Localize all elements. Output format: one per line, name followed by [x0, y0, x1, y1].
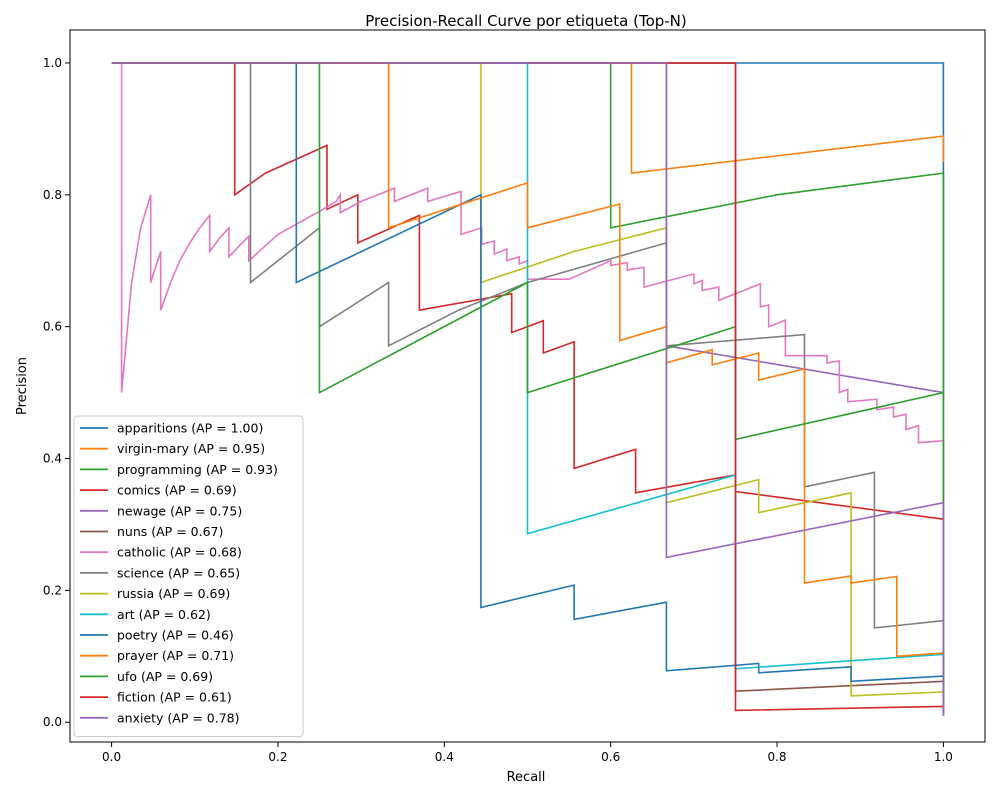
x-tick-label-5: 1.0 [934, 750, 953, 764]
legend: apparitions (AP = 1.00) virgin-mary (AP =… [73, 415, 304, 737]
legend-label-5: nuns (AP = 0.67) [117, 524, 223, 539]
x-tick-label-3: 0.6 [601, 750, 620, 764]
series-line-14 [111, 62, 945, 716]
x-axis-ticks: 0.0 0.2 0.4 0.6 0.8 1.0 [102, 742, 953, 764]
y-tick-label-0: 0.0 [43, 715, 62, 729]
legend-label-7: science (AP = 0.65) [117, 565, 240, 580]
series-line-11 [111, 62, 945, 709]
legend-label-9: art (AP = 0.62) [117, 607, 211, 622]
legend-label-1: virgin-mary (AP = 0.95) [117, 441, 265, 456]
legend-label-2: programming (AP = 0.93) [117, 462, 278, 477]
legend-label-6: catholic (AP = 0.68) [117, 545, 242, 560]
y-axis-ticks: 0.0 0.2 0.4 0.6 0.8 1.0 [43, 56, 70, 729]
y-tick-label-1: 0.2 [43, 583, 62, 597]
x-tick-label-1: 0.2 [268, 750, 287, 764]
legend-label-10: poetry (AP = 0.46) [117, 628, 234, 643]
legend-label-0: apparitions (AP = 1.00) [117, 421, 263, 436]
series-line-12 [111, 62, 945, 690]
series-line-6 [111, 62, 945, 716]
legend-label-4: newage (AP = 0.75) [117, 503, 242, 518]
y-tick-label-2: 0.4 [43, 452, 62, 466]
legend-label-8: russia (AP = 0.69) [117, 586, 230, 601]
x-axis-label: Recall [507, 770, 546, 785]
series-line-10 [111, 62, 945, 709]
legend-label-11: prayer (AP = 0.71) [117, 648, 234, 663]
chart-title: Precision-Recall Curve por etiqueta (Top… [365, 12, 687, 30]
series-line-3 [111, 62, 944, 520]
x-tick-label-0: 0.0 [102, 750, 121, 764]
legend-label-12: ufo (AP = 0.69) [117, 669, 213, 684]
x-tick-label-2: 0.4 [435, 750, 454, 764]
series-layer [111, 62, 945, 716]
legend-label-13: fiction (AP = 0.61) [117, 690, 232, 705]
legend-label-14: anxiety (AP = 0.78) [117, 710, 240, 725]
x-tick-label-4: 0.8 [767, 750, 786, 764]
legend-label-3: comics (AP = 0.69) [117, 483, 237, 498]
y-tick-label-4: 0.8 [43, 188, 62, 202]
y-tick-label-5: 1.0 [43, 56, 62, 70]
legend-box [73, 415, 304, 737]
plot-frame [69, 29, 986, 743]
y-axis-label: Precision [15, 357, 30, 415]
y-tick-label-3: 0.6 [43, 320, 62, 334]
